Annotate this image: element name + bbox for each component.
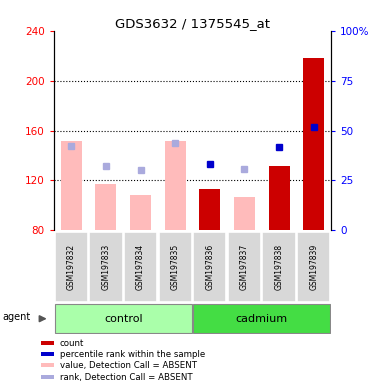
Text: rank, Detection Call = ABSENT: rank, Detection Call = ABSENT bbox=[60, 372, 192, 382]
Bar bbox=[89, 232, 122, 302]
Bar bbox=[199, 189, 220, 230]
Bar bbox=[95, 184, 116, 230]
Bar bbox=[61, 141, 82, 230]
Bar bbox=[130, 195, 151, 230]
Bar bbox=[41, 375, 54, 379]
Bar bbox=[55, 304, 192, 333]
Bar bbox=[228, 232, 261, 302]
Text: control: control bbox=[104, 314, 142, 324]
Text: count: count bbox=[60, 339, 84, 348]
Bar bbox=[165, 141, 186, 230]
Bar bbox=[41, 341, 54, 345]
Text: GSM197835: GSM197835 bbox=[171, 244, 180, 290]
Bar bbox=[41, 363, 54, 367]
Bar bbox=[124, 232, 157, 302]
Title: GDS3632 / 1375545_at: GDS3632 / 1375545_at bbox=[115, 17, 270, 30]
Bar bbox=[159, 232, 192, 302]
Bar bbox=[234, 197, 255, 230]
Text: agent: agent bbox=[3, 312, 31, 322]
Bar bbox=[269, 166, 290, 230]
Bar bbox=[41, 352, 54, 356]
Text: GSM197832: GSM197832 bbox=[67, 244, 76, 290]
Bar bbox=[297, 232, 330, 302]
Text: GSM197838: GSM197838 bbox=[275, 244, 284, 290]
Bar bbox=[55, 232, 88, 302]
Text: GSM197837: GSM197837 bbox=[240, 244, 249, 290]
Text: cadmium: cadmium bbox=[236, 314, 288, 324]
Text: percentile rank within the sample: percentile rank within the sample bbox=[60, 349, 205, 359]
Bar bbox=[263, 232, 296, 302]
Text: value, Detection Call = ABSENT: value, Detection Call = ABSENT bbox=[60, 361, 197, 369]
Text: GSM197836: GSM197836 bbox=[205, 244, 214, 290]
Bar bbox=[303, 58, 324, 230]
Bar bbox=[193, 304, 330, 333]
Text: GSM197833: GSM197833 bbox=[101, 244, 110, 290]
Text: GSM197834: GSM197834 bbox=[136, 244, 145, 290]
Text: GSM197839: GSM197839 bbox=[309, 244, 318, 290]
Bar bbox=[193, 232, 226, 302]
